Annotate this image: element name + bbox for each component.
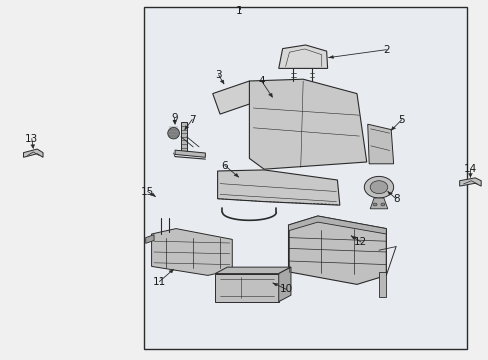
Polygon shape	[390, 127, 395, 130]
Polygon shape	[150, 193, 155, 197]
Text: 15: 15	[141, 186, 154, 197]
Polygon shape	[268, 93, 272, 97]
Circle shape	[364, 176, 393, 198]
Polygon shape	[215, 274, 278, 302]
Polygon shape	[151, 229, 232, 275]
Polygon shape	[168, 269, 173, 273]
Text: 13: 13	[25, 134, 39, 144]
Polygon shape	[167, 127, 179, 139]
Text: 11: 11	[152, 276, 166, 287]
Polygon shape	[278, 103, 287, 111]
Polygon shape	[249, 79, 366, 169]
Bar	[144, 7, 466, 349]
Polygon shape	[328, 55, 333, 58]
Text: 8: 8	[392, 194, 399, 204]
Circle shape	[372, 203, 376, 206]
Text: 12: 12	[353, 237, 367, 247]
Text: 1: 1	[236, 6, 243, 16]
Polygon shape	[233, 174, 238, 177]
Text: 4: 4	[258, 76, 264, 86]
Polygon shape	[278, 267, 290, 302]
Polygon shape	[175, 150, 205, 157]
Polygon shape	[220, 80, 224, 84]
Text: 10: 10	[280, 284, 292, 294]
Text: 5: 5	[398, 114, 405, 125]
Circle shape	[380, 203, 384, 206]
Polygon shape	[378, 272, 386, 297]
Polygon shape	[367, 124, 393, 164]
Polygon shape	[184, 126, 188, 130]
Polygon shape	[172, 121, 176, 124]
Polygon shape	[369, 198, 387, 209]
Polygon shape	[288, 216, 386, 284]
Polygon shape	[468, 174, 471, 177]
Text: 14: 14	[463, 164, 476, 174]
Polygon shape	[272, 283, 278, 286]
Text: 3: 3	[215, 70, 222, 80]
Polygon shape	[288, 216, 386, 234]
Polygon shape	[459, 178, 480, 186]
Polygon shape	[181, 122, 186, 151]
Polygon shape	[350, 236, 355, 239]
Polygon shape	[387, 192, 392, 195]
Polygon shape	[23, 149, 43, 157]
Text: 7: 7	[188, 114, 195, 125]
Text: 2: 2	[382, 45, 389, 55]
Circle shape	[369, 181, 387, 194]
Polygon shape	[278, 45, 327, 68]
Polygon shape	[145, 235, 154, 243]
Polygon shape	[212, 81, 256, 114]
Polygon shape	[217, 170, 339, 205]
Text: 6: 6	[221, 161, 228, 171]
Text: 9: 9	[171, 113, 178, 123]
Polygon shape	[269, 97, 279, 106]
Polygon shape	[215, 267, 290, 274]
Polygon shape	[31, 145, 35, 148]
